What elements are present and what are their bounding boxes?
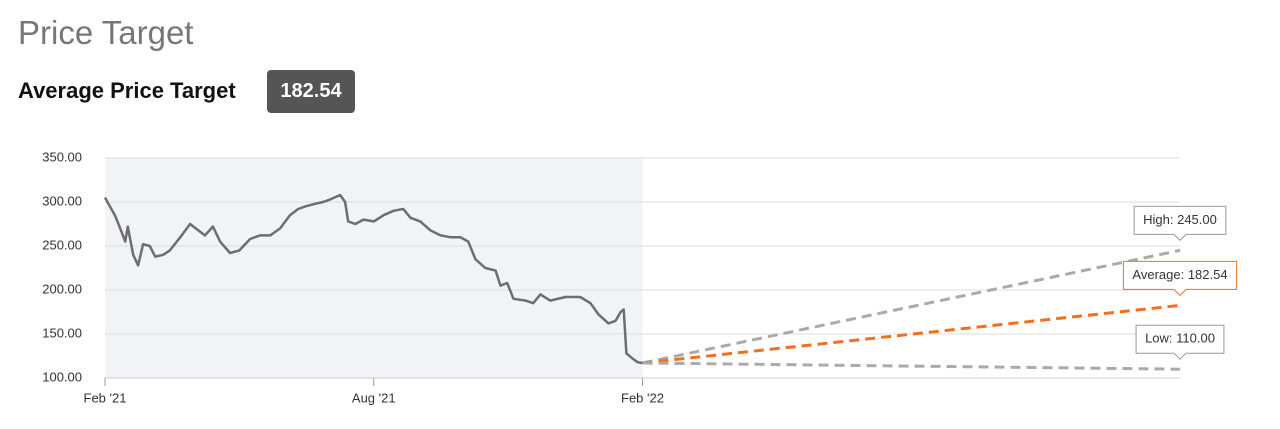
target-line — [642, 248, 1181, 365]
average-badge: 182.54 — [267, 70, 355, 113]
tooltip-box — [1133, 205, 1227, 242]
target-label: Low: 110.00 — [1145, 331, 1215, 346]
y-tick-label: 300.00 — [42, 193, 82, 208]
x-tick-label: Feb '22 — [621, 390, 664, 405]
y-tick-label: 250.00 — [42, 237, 82, 252]
target-tooltip: Low: 110.00 — [1135, 324, 1225, 360]
target-line — [642, 361, 1181, 371]
target-label: Average: 182.54 — [1132, 267, 1227, 282]
y-tick-label: 150.00 — [42, 325, 82, 340]
page-title: Price Target — [18, 14, 194, 51]
target-tooltip: High: 245.00 — [1133, 205, 1227, 242]
tooltip-box — [1122, 260, 1238, 297]
target-label: High: 245.00 — [1143, 212, 1217, 227]
y-tick-label: 350.00 — [42, 149, 82, 164]
price-line — [103, 193, 643, 365]
history-background — [105, 158, 643, 378]
target-line — [642, 303, 1181, 365]
y-tick-label: 200.00 — [42, 281, 82, 296]
x-tick-label: Aug '21 — [352, 390, 396, 405]
tooltip-box — [1135, 324, 1225, 360]
x-tick-label: Feb '21 — [84, 390, 127, 405]
target-tooltip: Average: 182.54 — [1122, 260, 1238, 297]
average-label: Average Price Target — [18, 78, 236, 103]
y-tick-label: 100.00 — [42, 369, 82, 384]
